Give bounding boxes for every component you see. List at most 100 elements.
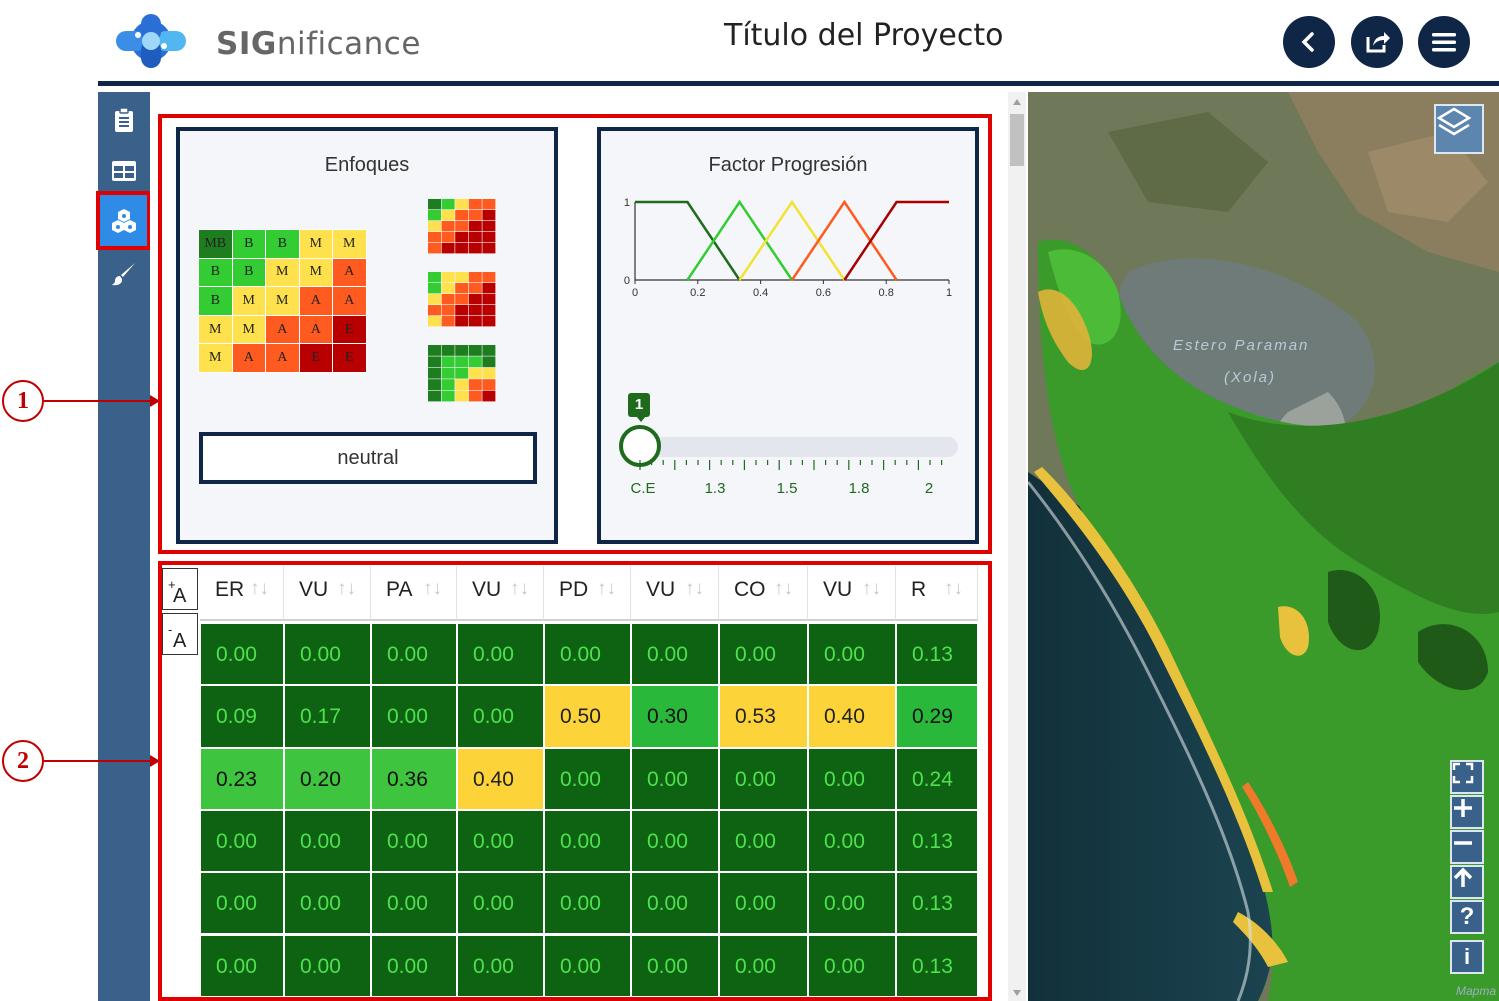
table-cell[interactable]: 0.23: [200, 747, 284, 810]
table-cell[interactable]: 0.00: [719, 934, 808, 997]
table-cell[interactable]: 0.00: [457, 623, 544, 686]
column-header[interactable]: PD ↑↓: [544, 566, 631, 621]
info-button[interactable]: i: [1450, 940, 1484, 974]
table-cell[interactable]: 0.00: [457, 685, 544, 748]
table-cell[interactable]: 0.00: [371, 934, 457, 997]
back-button[interactable]: [1283, 16, 1335, 68]
matrix-cell[interactable]: A: [332, 286, 367, 316]
sort-icon[interactable]: ↑↓: [685, 578, 704, 599]
column-header[interactable]: VU ↑↓: [808, 566, 896, 621]
table-cell[interactable]: 0.00: [631, 623, 719, 686]
table-cell[interactable]: 0.00: [284, 623, 371, 686]
zoom-out-button[interactable]: [1450, 830, 1484, 864]
sidebar-item-style[interactable]: [98, 248, 150, 300]
table-cell[interactable]: 0.30: [631, 685, 719, 748]
sort-icon[interactable]: ↑↓: [944, 578, 963, 599]
column-header[interactable]: ER ↑↓: [200, 566, 284, 621]
table-cell[interactable]: 0.20: [284, 747, 371, 810]
scroll-thumb[interactable]: [1010, 114, 1024, 166]
matrix-cell[interactable]: E: [332, 343, 367, 373]
sidebar-item-report[interactable]: [98, 94, 150, 146]
table-cell[interactable]: 0.00: [544, 623, 631, 686]
matrix-cell[interactable]: B: [231, 257, 266, 288]
layers-button[interactable]: [1434, 104, 1484, 154]
table-cell[interactable]: 0.24: [896, 747, 978, 810]
matrix-cell[interactable]: A: [265, 343, 300, 373]
slider-track[interactable]: [640, 437, 958, 457]
matrix-cell[interactable]: M: [231, 314, 266, 345]
table-cell[interactable]: 0.00: [284, 809, 371, 873]
table-cell[interactable]: 0.00: [719, 747, 808, 810]
matrix-cell[interactable]: E: [332, 314, 367, 345]
scroll-down-icon[interactable]: [1013, 990, 1021, 996]
matrix-cell[interactable]: A: [298, 286, 333, 316]
table-cell[interactable]: 0.40: [457, 747, 544, 810]
table-cell[interactable]: 0.00: [200, 809, 284, 873]
table-cell[interactable]: 0.00: [284, 872, 371, 935]
table-cell[interactable]: 0.00: [631, 747, 719, 810]
table-cell[interactable]: 0.00: [808, 747, 896, 810]
sort-icon[interactable]: ↑↓: [597, 578, 616, 599]
column-header[interactable]: VU ↑↓: [631, 566, 719, 621]
matrix-preset-3[interactable]: [428, 345, 497, 403]
sidebar-item-analysis[interactable]: [98, 195, 150, 247]
table-cell[interactable]: 0.00: [631, 872, 719, 935]
table-cell[interactable]: 0.13: [896, 809, 978, 873]
table-cell[interactable]: 0.00: [544, 872, 631, 935]
font-increase-button[interactable]: A +: [162, 568, 198, 610]
matrix-cell[interactable]: MB: [198, 229, 233, 259]
menu-button[interactable]: [1418, 16, 1470, 68]
table-cell[interactable]: 0.13: [896, 934, 978, 997]
matrix-cell[interactable]: A: [231, 343, 266, 373]
sort-icon[interactable]: ↑↓: [774, 578, 793, 599]
table-cell[interactable]: 0.00: [200, 934, 284, 997]
matrix-preset-1[interactable]: [428, 199, 497, 255]
sort-icon[interactable]: ↑↓: [510, 578, 529, 599]
table-cell[interactable]: 0.00: [719, 809, 808, 873]
table-cell[interactable]: 0.00: [631, 934, 719, 997]
column-header[interactable]: R ↑↓: [896, 566, 978, 621]
table-cell[interactable]: 0.29: [896, 685, 978, 748]
table-cell[interactable]: 0.53: [719, 685, 808, 748]
scroll-up-icon[interactable]: [1013, 99, 1021, 105]
matrix-cell[interactable]: A: [298, 314, 333, 345]
table-cell[interactable]: 0.00: [284, 934, 371, 997]
table-cell[interactable]: 0.00: [544, 747, 631, 810]
table-cell[interactable]: 0.13: [896, 623, 978, 686]
sort-icon[interactable]: ↑↓: [423, 578, 442, 599]
column-header[interactable]: VU ↑↓: [284, 566, 371, 621]
table-cell[interactable]: 0.00: [371, 623, 457, 686]
matrix-cell[interactable]: E: [298, 343, 333, 373]
matrix-cell[interactable]: M: [332, 229, 367, 259]
panel-scrollbar[interactable]: [1008, 92, 1026, 1001]
table-cell[interactable]: 0.00: [808, 934, 896, 997]
table-cell[interactable]: 0.00: [808, 872, 896, 935]
matrix-cell[interactable]: M: [231, 286, 266, 316]
table-cell[interactable]: 0.00: [631, 809, 719, 873]
table-cell[interactable]: 0.00: [371, 809, 457, 873]
table-cell[interactable]: 0.00: [371, 685, 457, 748]
table-cell[interactable]: 0.00: [808, 623, 896, 686]
column-header[interactable]: VU ↑↓: [457, 566, 544, 621]
table-cell[interactable]: 0.09: [200, 685, 284, 748]
sort-icon[interactable]: ↑↓: [862, 578, 881, 599]
table-cell[interactable]: 0.40: [808, 685, 896, 748]
fullscreen-button[interactable]: [1450, 760, 1484, 794]
table-cell[interactable]: 0.50: [544, 685, 631, 748]
table-cell[interactable]: 0.36: [371, 747, 457, 810]
risk-matrix[interactable]: MB B B M M B B M M A B M M A A M M A A E M A A E E: [198, 229, 367, 373]
table-cell[interactable]: 0.00: [719, 872, 808, 935]
table-cell[interactable]: 0.13: [896, 872, 978, 935]
font-decrease-button[interactable]: A-: [162, 613, 198, 655]
map-view[interactable]: Estero Paraman (Xola) ? i Mapma: [1028, 92, 1499, 1001]
table-cell[interactable]: 0.00: [457, 934, 544, 997]
sidebar-item-table[interactable]: [98, 145, 150, 197]
matrix-cell[interactable]: M: [198, 314, 233, 345]
sort-icon[interactable]: ↑↓: [250, 578, 269, 599]
table-cell[interactable]: 0.00: [544, 934, 631, 997]
table-cell[interactable]: 0.00: [808, 809, 896, 873]
north-button[interactable]: [1450, 865, 1484, 899]
matrix-cell[interactable]: M: [298, 257, 333, 288]
approach-neutral-button[interactable]: neutral: [199, 432, 537, 484]
table-cell[interactable]: 0.00: [457, 872, 544, 935]
